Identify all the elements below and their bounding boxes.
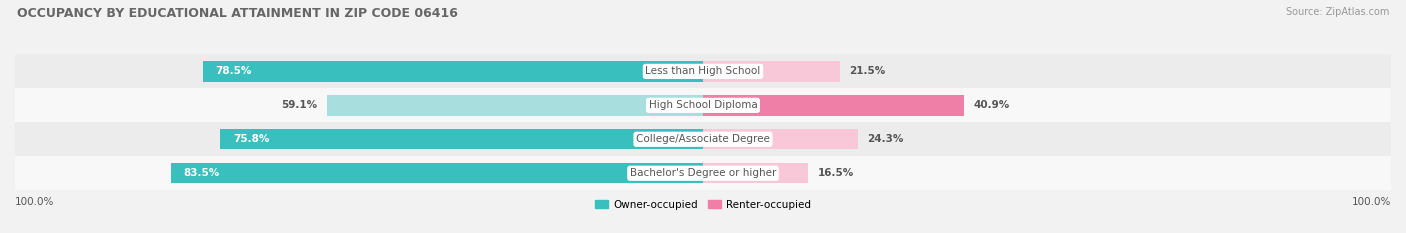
Bar — [703, 61, 839, 82]
Bar — [703, 129, 858, 150]
Text: 100.0%: 100.0% — [1351, 197, 1391, 207]
Text: 24.3%: 24.3% — [868, 134, 904, 144]
Text: 59.1%: 59.1% — [281, 100, 316, 110]
Bar — [15, 55, 1391, 88]
Text: High School Diploma: High School Diploma — [648, 100, 758, 110]
Text: College/Associate Degree: College/Associate Degree — [636, 134, 770, 144]
Legend: Owner-occupied, Renter-occupied: Owner-occupied, Renter-occupied — [595, 200, 811, 210]
Bar — [221, 129, 703, 150]
Text: Source: ZipAtlas.com: Source: ZipAtlas.com — [1285, 7, 1389, 17]
Text: OCCUPANCY BY EDUCATIONAL ATTAINMENT IN ZIP CODE 06416: OCCUPANCY BY EDUCATIONAL ATTAINMENT IN Z… — [17, 7, 458, 20]
Bar — [326, 95, 703, 116]
Text: 83.5%: 83.5% — [184, 168, 221, 178]
Text: 78.5%: 78.5% — [215, 66, 252, 76]
Bar — [15, 156, 1391, 190]
Text: 75.8%: 75.8% — [233, 134, 269, 144]
Bar — [703, 95, 963, 116]
Text: Less than High School: Less than High School — [645, 66, 761, 76]
Bar — [15, 88, 1391, 122]
Bar — [703, 163, 808, 183]
Bar — [172, 163, 703, 183]
Bar — [202, 61, 703, 82]
Text: 16.5%: 16.5% — [818, 168, 853, 178]
Bar — [15, 122, 1391, 156]
Text: 40.9%: 40.9% — [973, 100, 1010, 110]
Text: 100.0%: 100.0% — [15, 197, 55, 207]
Text: 21.5%: 21.5% — [849, 66, 886, 76]
Text: Bachelor's Degree or higher: Bachelor's Degree or higher — [630, 168, 776, 178]
